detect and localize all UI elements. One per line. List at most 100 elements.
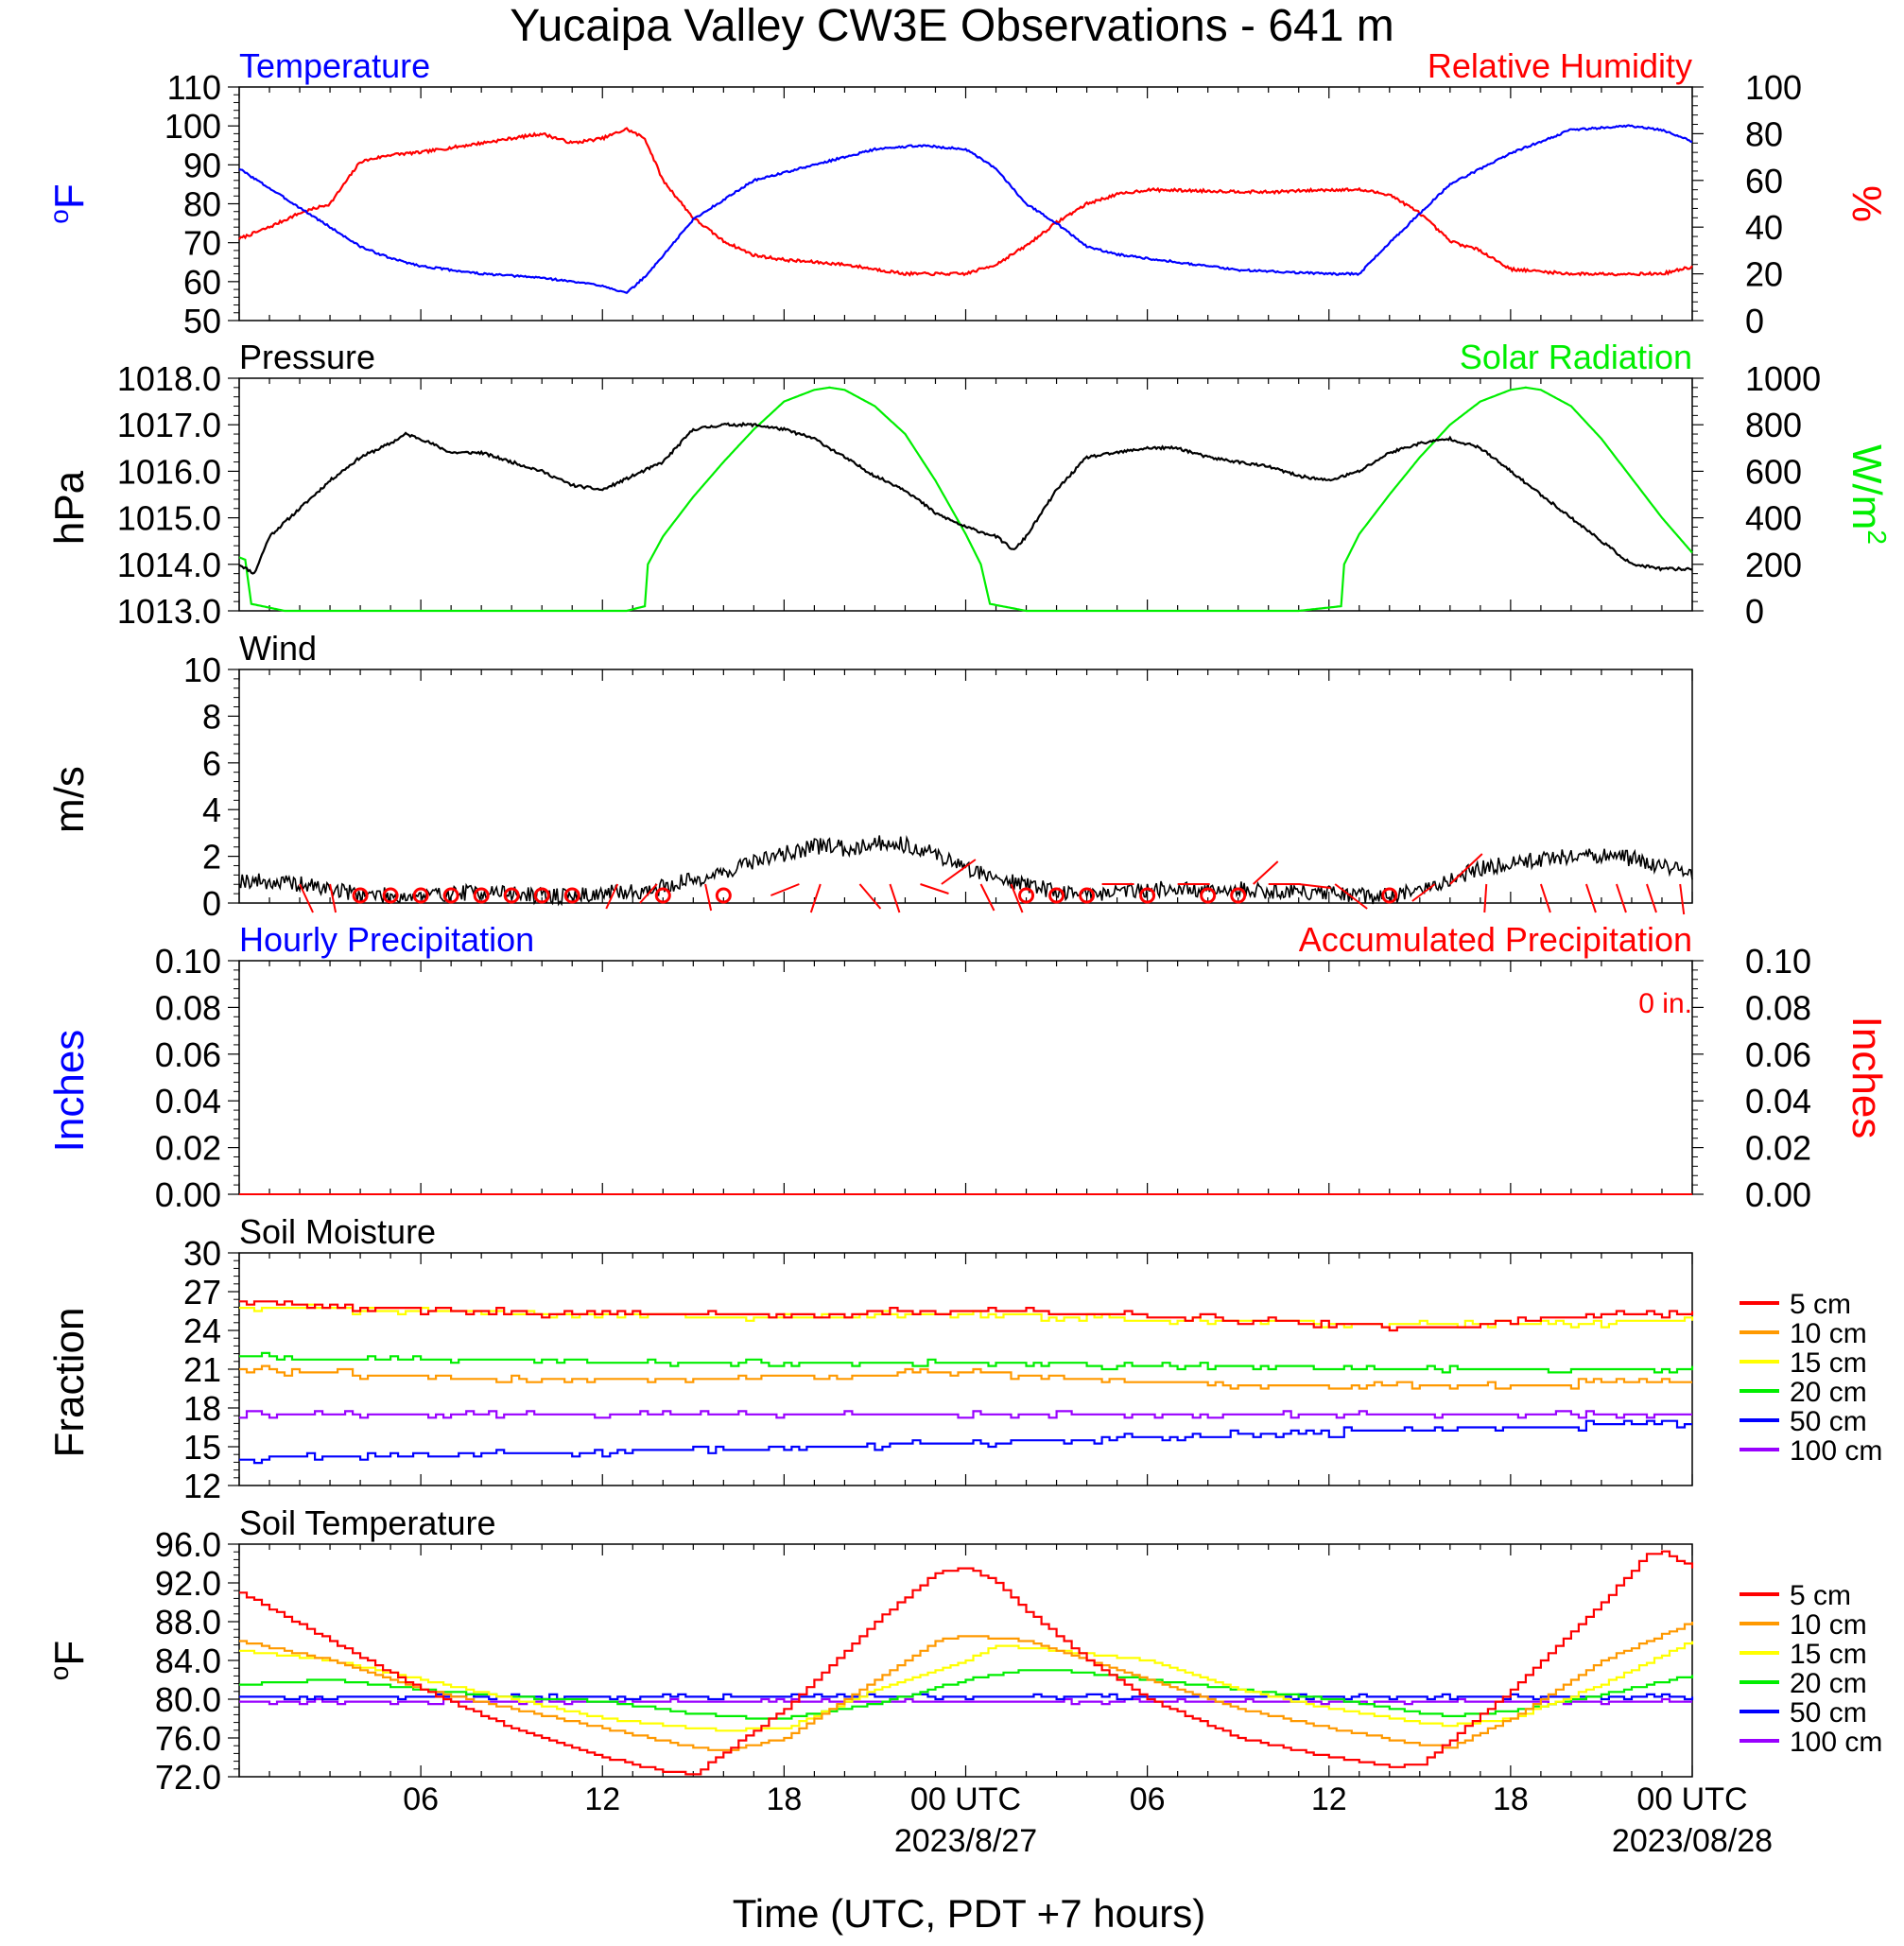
- y-tick-label-right: 20: [1745, 255, 1783, 294]
- axis-unit: %: [1843, 185, 1890, 222]
- wind-barb: [1584, 883, 1597, 913]
- y-tick-label-right: 600: [1745, 452, 1802, 491]
- y-tick-label-right: 80: [1745, 114, 1783, 153]
- wind-barb: [809, 883, 822, 913]
- series-line-soil-temperature-20cm: [239, 1669, 1694, 1720]
- y-tick-label-left: 0.00: [155, 1175, 221, 1214]
- series-line-soil-temperature-10cm: [239, 1622, 1694, 1751]
- y-axis-label-left: Fraction: [46, 1308, 93, 1458]
- wind-barb: [920, 883, 949, 895]
- y-tick-label-left: 72.0: [155, 1758, 221, 1797]
- legend-entry: 20 cm: [1740, 1377, 1867, 1408]
- wind-barb: [1449, 853, 1483, 885]
- panel-title-right: Solar Radiation: [1460, 338, 1692, 376]
- series-line-pressure: [238, 421, 1693, 575]
- y-tick-label-left: 76.0: [155, 1719, 221, 1758]
- y-tick-label-left: 0.10: [155, 942, 221, 981]
- legend-entry: 10 cm: [1740, 1609, 1867, 1641]
- y-tick-label-right: 0: [1745, 302, 1764, 340]
- x-tick-label: 18: [1493, 1781, 1529, 1817]
- y-tick-label-right: 0.10: [1745, 942, 1811, 981]
- y-tick-label-left: 1018.0: [117, 359, 221, 398]
- degree-symbol: o: [44, 209, 74, 224]
- panel-title-left: Wind: [239, 629, 317, 668]
- y-tick-label-left: 12: [183, 1467, 221, 1505]
- calm-wind-marker: [412, 887, 429, 904]
- wind-barb: [1334, 883, 1368, 910]
- y-tick-label-left: 0.02: [155, 1129, 221, 1168]
- x-tick-label: 00 UTC: [1636, 1781, 1747, 1817]
- series-line-soil-moisture-100cm: [239, 1410, 1692, 1419]
- calm-wind-marker: [1079, 887, 1096, 904]
- legend-label: 100 cm: [1790, 1435, 1882, 1467]
- y-tick-label-left: 90: [183, 146, 221, 184]
- calm-wind-marker: [563, 887, 580, 904]
- legend-entry: 5 cm: [1740, 1580, 1851, 1611]
- y-tick-label-right: 0.08: [1745, 988, 1811, 1027]
- y-axis-label-left: m/s: [46, 766, 93, 833]
- y-tick-label-left: 96.0: [155, 1525, 221, 1564]
- series-line-soil-moisture-10cm: [239, 1364, 1692, 1390]
- y-tick-label-right: 0.06: [1745, 1035, 1811, 1074]
- series-line-soil-moisture-50cm: [239, 1419, 1692, 1465]
- y-tick-label-left: 1015.0: [117, 499, 221, 538]
- wind-barb: [941, 859, 977, 885]
- y-tick-label-right: 800: [1745, 406, 1802, 444]
- legend-entry: 20 cm: [1740, 1668, 1867, 1699]
- legend-label: 15 cm: [1790, 1639, 1867, 1670]
- wind-barb: [979, 883, 995, 912]
- series-line-soil-moisture-20cm: [239, 1351, 1694, 1374]
- series-line-soil-moisture-5cm: [239, 1300, 1694, 1332]
- axis-unit-sup: 2: [1862, 530, 1892, 545]
- axis-unit: W/m: [1843, 444, 1890, 530]
- legend-entry: 100 cm: [1740, 1727, 1882, 1758]
- y-tick-label-right: 0.04: [1745, 1082, 1811, 1121]
- axis-unit: Inches: [1843, 1016, 1890, 1139]
- panel-title-left: Hourly Precipitation: [239, 920, 534, 959]
- y-tick-label-left: 110: [167, 68, 221, 107]
- legend-label: 10 cm: [1790, 1609, 1867, 1641]
- chart-title: Yucaipa Valley CW3E Observations - 641 m: [510, 1, 1394, 51]
- calm-wind-marker: [715, 887, 732, 904]
- x-tick-label: 06: [403, 1781, 439, 1817]
- y-tick-label-right: 0: [1745, 592, 1764, 631]
- panel-title-left: Temperature: [239, 46, 430, 85]
- y-tick-label-left: 8: [202, 697, 221, 736]
- legend-label: 5 cm: [1790, 1289, 1851, 1320]
- series-line-soil-temperature-5cm: [239, 1550, 1694, 1776]
- y-axis-label-right: %: [1843, 185, 1890, 222]
- y-tick-label-left: 60: [183, 263, 221, 302]
- x-tick-label: 12: [584, 1781, 620, 1817]
- y-tick-label-left: 50: [183, 302, 221, 340]
- legend-label: 20 cm: [1790, 1377, 1867, 1408]
- calm-wind-marker: [1381, 887, 1398, 904]
- y-tick-label-left: 21: [183, 1350, 221, 1389]
- x-tick-date-label: 2023/8/27: [894, 1823, 1037, 1859]
- series-line-temperature: [238, 124, 1692, 294]
- series-line-solar-radiation: [238, 386, 1693, 613]
- y-tick-label-left: 80: [183, 185, 221, 224]
- y-axis-label-left: oF: [44, 183, 93, 223]
- wind-barb: [1253, 860, 1279, 885]
- y-axis-label-left: oF: [44, 1641, 93, 1680]
- panel-wind: 0 2 4 6 8 10 Wind m/s: [46, 629, 1693, 923]
- y-axis-label-left: hPa: [46, 470, 93, 545]
- x-axis-label: Time (UTC, PDT +7 hours): [733, 1891, 1206, 1936]
- y-tick-label-left: 0.08: [155, 988, 221, 1027]
- plot-frame: [238, 377, 1693, 612]
- legend-label: 10 cm: [1790, 1318, 1867, 1349]
- y-tick-label-left: 70: [183, 224, 221, 263]
- legend-entry: 100 cm: [1740, 1435, 1882, 1467]
- y-axis-label-left: Inches: [46, 1030, 93, 1153]
- series-line-relative-humidity: [238, 127, 1693, 277]
- legend-label: 50 cm: [1790, 1697, 1867, 1729]
- wind-barb: [1298, 883, 1331, 889]
- calm-wind-marker: [1139, 887, 1156, 904]
- panel-title-right: Accumulated Precipitation: [1299, 920, 1692, 959]
- legend-entry: 5 cm: [1740, 1289, 1851, 1320]
- wind-barb: [1010, 883, 1024, 913]
- wind-barb: [605, 883, 619, 910]
- y-tick-label-left: 0.06: [155, 1035, 221, 1074]
- legend-entry: 50 cm: [1740, 1697, 1867, 1729]
- y-tick-label-left: 88.0: [155, 1603, 221, 1642]
